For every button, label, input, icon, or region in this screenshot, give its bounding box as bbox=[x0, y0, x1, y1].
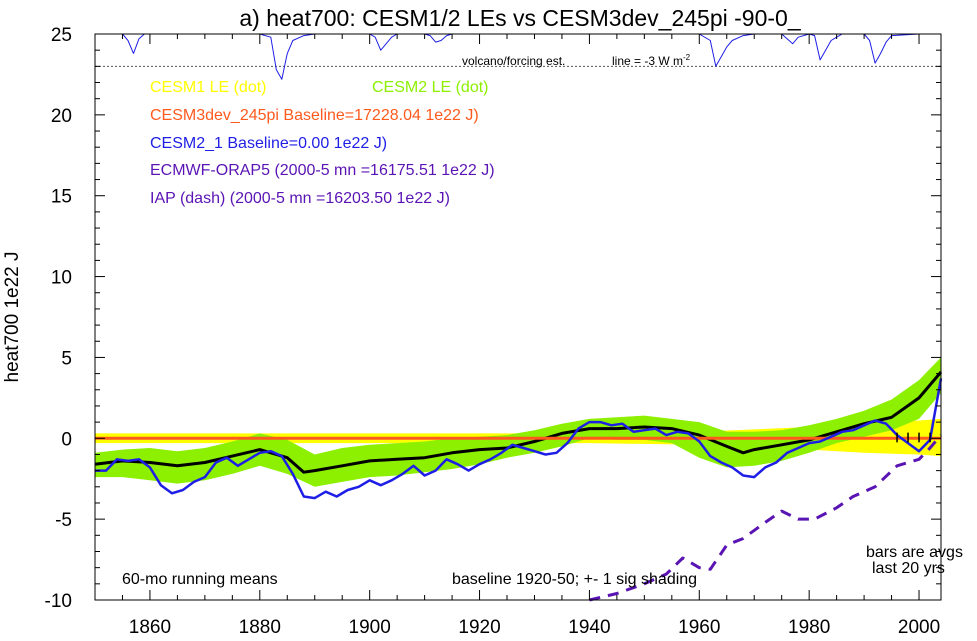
plot-frame bbox=[94, 33, 942, 601]
legend-cesm2-1: CESM2_1 Baseline=0.00 1e22 J) bbox=[150, 135, 387, 152]
chart-title: a) heat700: CESM1/2 LEs vs CESM3dev_245p… bbox=[239, 5, 801, 31]
y-tick-label-10: 10 bbox=[51, 268, 72, 289]
x-tick-label-1940: 1940 bbox=[568, 617, 610, 638]
x-tick-label-1960: 1960 bbox=[678, 617, 720, 638]
annotation-running: 60-mo running means bbox=[122, 571, 278, 588]
iap-dash-2000-5-mn-16203-50-1e22-j-dash bbox=[589, 434, 943, 602]
legend-cesm3dev: CESM3dev_245pi Baseline=17228.04 1e22 J) bbox=[150, 107, 479, 124]
legend-cesm2: CESM2 LE (dot) bbox=[372, 79, 488, 96]
x-tick-label-1880: 1880 bbox=[239, 617, 281, 638]
y-axis-label: heat700 1e22 J bbox=[2, 251, 23, 382]
annotation-baseline: baseline 1920-50; +- 1 sig shading bbox=[452, 571, 697, 588]
y-tick-label-15: 15 bbox=[51, 187, 72, 208]
annotation-bars-2: last 20 yrs bbox=[872, 560, 945, 577]
y-tick-label-20: 20 bbox=[51, 106, 72, 127]
x-tick-label-1900: 1900 bbox=[349, 617, 391, 638]
cesm2-le-dot-band bbox=[95, 357, 941, 487]
cesm2-1-baseline-0-00-1e22-j-line bbox=[95, 378, 943, 500]
plot-area bbox=[94, 357, 943, 602]
x-tick-label-1980: 1980 bbox=[788, 617, 830, 638]
annotation-line-sup: -2 bbox=[683, 53, 691, 62]
legend-cesm1: CESM1 LE (dot) bbox=[150, 79, 266, 96]
y-tick-label-25: 25 bbox=[51, 25, 72, 46]
y-tick-label-5: 5 bbox=[61, 348, 72, 369]
x-tick-label-1860: 1860 bbox=[129, 617, 171, 638]
y-tick-label--10: -10 bbox=[45, 591, 72, 612]
annotation-volcano: volcano/forcing est. bbox=[462, 54, 565, 68]
annotation-line-text: line = -3 W m bbox=[612, 54, 683, 68]
legend: CESM1 LE (dot) CESM2 LE (dot) CESM3dev_2… bbox=[150, 79, 495, 207]
y-tick-label-0: 0 bbox=[61, 429, 72, 450]
x-tick-label-1920: 1920 bbox=[458, 617, 500, 638]
legend-ecmwf: ECMWF-ORAP5 (2000-5 mn =16175.51 1e22 J) bbox=[150, 162, 495, 179]
annotation-bars-1: bars are avgs bbox=[866, 544, 963, 561]
legend-iap: IAP (dash) (2000-5 mn =16203.50 1e22 J) bbox=[150, 190, 450, 207]
y-tick-label--5: -5 bbox=[55, 510, 72, 531]
x-tick-label-2000: 2000 bbox=[898, 617, 940, 638]
cesm2-le-dot-mean bbox=[94, 371, 943, 474]
annotation-line: line = -3 W m-2 bbox=[612, 53, 691, 68]
